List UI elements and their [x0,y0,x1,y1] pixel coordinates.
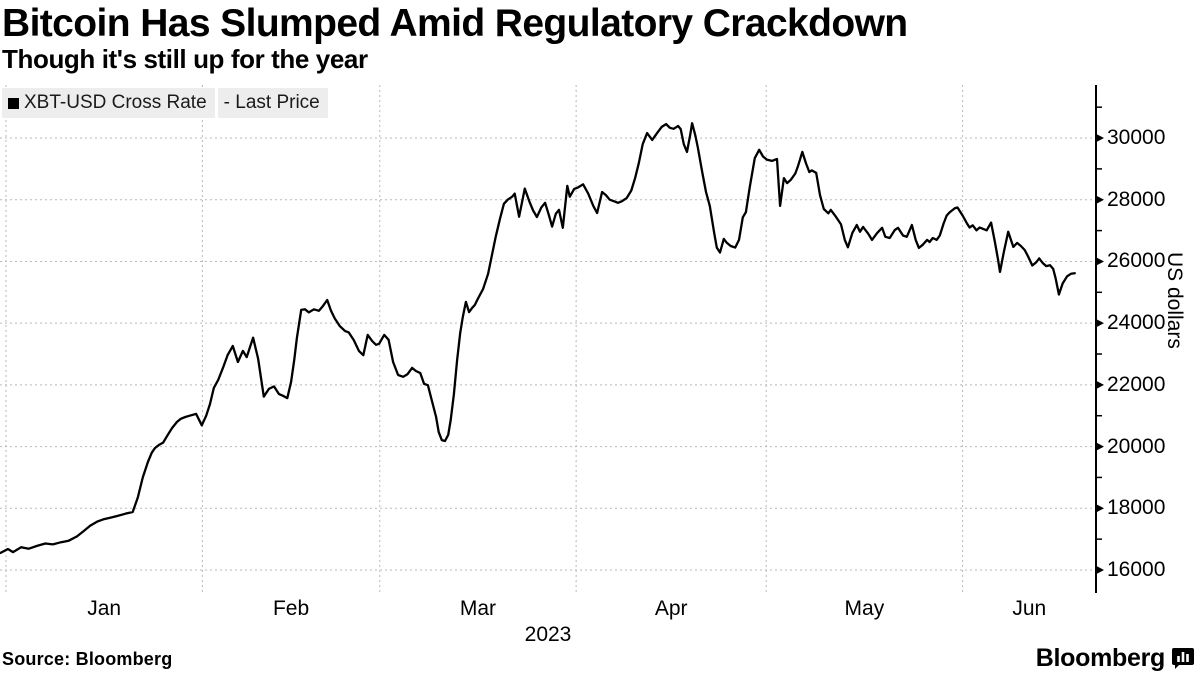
chart-subtitle: Though it's still up for the year [2,44,368,74]
y-tick-label: 22000 [1107,372,1166,396]
legend-series-label: XBT-USD Cross Rate [24,92,207,113]
bloomberg-logo: Bloomberg [1036,644,1194,673]
legend: XBT-USD Cross Rate - Last Price [2,88,328,118]
y-tick-label: 26000 [1107,249,1166,273]
price-line-series [0,122,1076,555]
legend-swatch-icon [8,97,19,109]
y-tick-label: 28000 [1107,187,1166,211]
y-tick-label: 20000 [1107,434,1166,458]
y-major-tick [1096,504,1104,513]
y-tick-label: 16000 [1107,558,1166,581]
chart-title: Bitcoin Has Slumped Amid Regulatory Crac… [2,2,908,45]
legend-valuetype-chip: - Last Price [217,88,328,118]
bloomberg-logo-text: Bloomberg [1035,644,1166,672]
y-major-tick [1096,133,1104,143]
y-major-tick [1096,195,1104,204]
x-tick-label: Mar [459,597,497,620]
y-tick-label: 30000 [1107,126,1166,150]
x-tick-label: Jun [1012,597,1047,620]
y-major-tick [1096,257,1104,266]
y-major-tick [1096,442,1104,451]
y-axis-title: US dollars [1163,252,1186,349]
source-credit: Source: Bloomberg [2,649,173,669]
legend-valuetype-label: - Last Price [223,92,320,113]
bloomberg-chart-bars-icon [1172,648,1194,669]
y-tick-label: 24000 [1107,311,1166,335]
y-major-tick [1096,318,1104,328]
x-axis-year-label: 2023 [524,623,572,646]
x-tick-label: May [844,597,885,620]
x-tick-label: Apr [654,597,688,620]
legend-series-chip: XBT-USD Cross Rate [2,88,215,118]
y-major-tick [1096,565,1104,575]
x-tick-label: Jan [87,597,122,620]
x-tick-label: Feb [272,597,310,620]
y-tick-label: 18000 [1107,496,1166,520]
y-major-tick [1096,380,1104,390]
